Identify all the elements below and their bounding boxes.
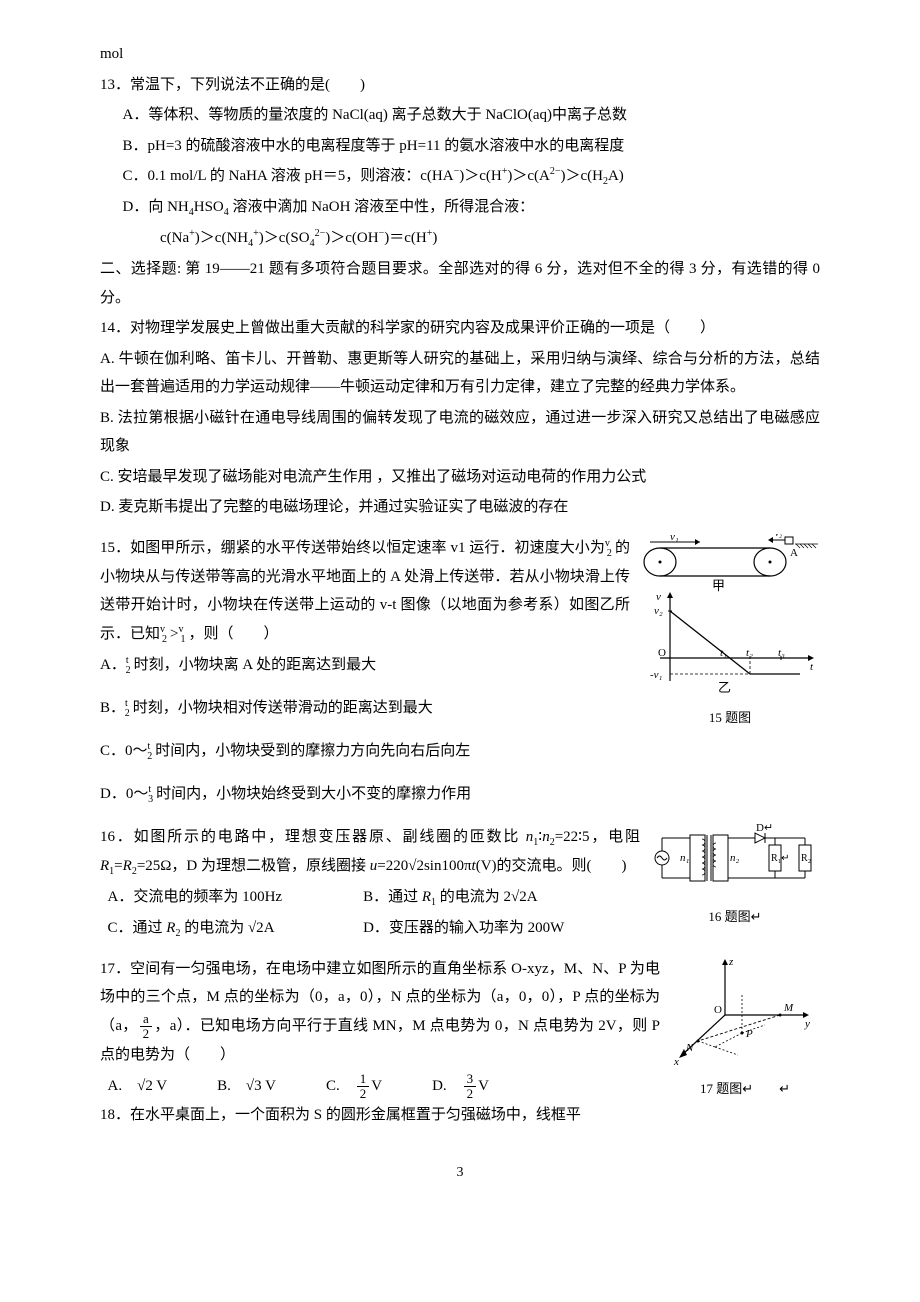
svg-text:D↵: D↵ [756, 823, 773, 834]
svg-text:乙: 乙 [718, 680, 731, 695]
q13-opt-d-line2: c(Na+)＞c(NH4+)＞c(SO42−)＞c(OH−)＝c(H+) [100, 224, 820, 253]
svg-text:R₂: R₂ [801, 853, 811, 864]
svg-text:O: O [714, 1004, 722, 1016]
q17-caption: 17 题图↵ ↵ [670, 1077, 820, 1102]
svg-text:M: M [783, 1002, 794, 1014]
svg-text:z: z [728, 956, 734, 968]
svg-text:t₁: t₁ [720, 647, 727, 659]
svg-text:x: x [673, 1056, 679, 1068]
q16-opt-d: D．变压器的输入功率为 200W [363, 914, 619, 943]
q16-options: A．交流电的频率为 100Hz B．通过 R1 的电流为 2√2A C．通过 R… [100, 883, 640, 945]
q13-opt-d: D．向 NH4HSO4 溶液中滴加 NaOH 溶液至中性，所得混合液： [100, 193, 820, 222]
svg-text:-v₁: -v₁ [650, 669, 663, 681]
q17-opt-a: A. √2 V [108, 1072, 168, 1102]
q14-opt-c: C. 安培最早发现了磁场能对电流产生作用 ，又推出了磁场对运动电荷的作用力公式 [100, 463, 820, 492]
q15-caption: 15 题图 [640, 706, 820, 731]
q15-row: 15．如图甲所示，绷紧的水平传送带始终以恒定速率 v1 运行．初速度大小为v2的… [100, 534, 820, 823]
q18-stem: 18．在水平桌面上，一个面积为 S 的圆形金属框置于匀强磁场中，线框平 [100, 1101, 820, 1130]
q16-diagram: n₁ n₂ D↵ R₁↵ R₂ [650, 823, 820, 930]
q17-opt-d: D. 32V [432, 1072, 489, 1102]
svg-text:甲: 甲 [712, 578, 725, 593]
svg-text:A: A [790, 547, 798, 559]
q14-opt-d: D. 麦克斯韦提出了完整的电磁场理论，并通过实验证实了电磁波的存在 [100, 493, 820, 522]
svg-text:n₁: n₁ [680, 852, 690, 864]
q16-opt-c: C．通过 R2 的电流为 √2A [108, 914, 364, 943]
page-number: 3 [100, 1160, 820, 1187]
svg-text:v₂: v₂ [654, 605, 663, 617]
q15-opt-d: D．0～t3时间内，小物块始终受到大小不变的摩擦力作用 [100, 780, 630, 809]
svg-text:v₁: v₁ [670, 534, 679, 543]
q16-caption: 16 题图↵ [650, 905, 820, 930]
q16-opt-b: B．通过 R1 的电流为 2√2A [363, 883, 619, 912]
q15-diagram: v₁ v₂ A 甲 v [640, 534, 820, 731]
q13-stem: 13．常温下，下列说法不正确的是( ) [100, 71, 820, 100]
svg-text:N: N [685, 1042, 694, 1054]
q14-stem: 14．对物理学发展史上曾做出重大贡献的科学家的研究内容及成果评价正确的一项是（ … [100, 314, 820, 343]
q17-row: 17．空间有一匀强电场，在电场中建立如图所示的直角坐标系 O-xyz，M、N、P… [100, 955, 820, 1102]
svg-text:y: y [804, 1018, 810, 1030]
q15-opt-b: B．t2时刻，小物块相对传送带滑动的距离达到最大 [100, 694, 630, 723]
q14-opt-b: B. 法拉第根据小磁针在通电导线周围的偏转发现了电流的磁效应，通过进一步深入研究… [100, 404, 820, 461]
q17-diagram: z y x O M N P [670, 955, 820, 1102]
q13-opt-c: C．0.1 mol/L 的 NaHA 溶液 pH＝5，则溶液：c(HA−)＞c(… [100, 162, 820, 191]
q15-opt-c: C．0～t2时间内，小物块受到的摩擦力方向先向右后向左 [100, 737, 630, 766]
svg-text:t₃: t₃ [778, 647, 785, 659]
svg-text:P: P [745, 1028, 753, 1040]
section2-header: 二、选择题: 第 19——21 题有多项符合题目要求。全部选对的得 6 分，选对… [100, 255, 820, 312]
svg-text:n₂: n₂ [730, 852, 740, 864]
svg-text:R₁↵: R₁↵ [771, 853, 790, 864]
q13-opt-a: A．等体积、等物质的量浓度的 NaCl(aq) 离子总数大于 NaClO(aq)… [100, 101, 820, 130]
q17-stem: 17．空间有一匀强电场，在电场中建立如图所示的直角坐标系 O-xyz，M、N、P… [100, 955, 660, 1070]
q16-opt-a: A．交流电的频率为 100Hz [108, 883, 364, 912]
q14-opt-a: A. 牛顿在伽利略、笛卡儿、开普勒、惠更斯等人研究的基础上，采用归纳与演绎、综合… [100, 345, 820, 402]
svg-text:v: v [656, 591, 661, 603]
q15-opt-a: A．t2时刻，小物块离 A 处的距离达到最大 [100, 651, 630, 680]
q15-stem: 15．如图甲所示，绷紧的水平传送带始终以恒定速率 v1 运行．初速度大小为v2的… [100, 534, 630, 649]
svg-text:t₂: t₂ [746, 647, 753, 659]
svg-text:t: t [810, 661, 814, 673]
q16-stem: 16．如图所示的电路中，理想变压器原、副线圈的匝数比 n1∶n2=22∶5，电阻… [100, 823, 640, 881]
svg-text:v₂: v₂ [775, 534, 782, 538]
q16-row: 16．如图所示的电路中，理想变压器原、副线圈的匝数比 n1∶n2=22∶5，电阻… [100, 823, 820, 945]
q17-opt-c: C. 12V [326, 1072, 382, 1102]
q17-options: A. √2 V B. √3 V C. 12V D. 32V [100, 1072, 660, 1102]
svg-text:O: O [658, 647, 666, 659]
q17-opt-b: B. √3 V [217, 1072, 276, 1102]
q13-opt-b: B．pH=3 的硫酸溶液中水的电离程度等于 pH=11 的氨水溶液中水的电离程度 [100, 132, 820, 161]
top-fragment: mol [100, 40, 820, 69]
